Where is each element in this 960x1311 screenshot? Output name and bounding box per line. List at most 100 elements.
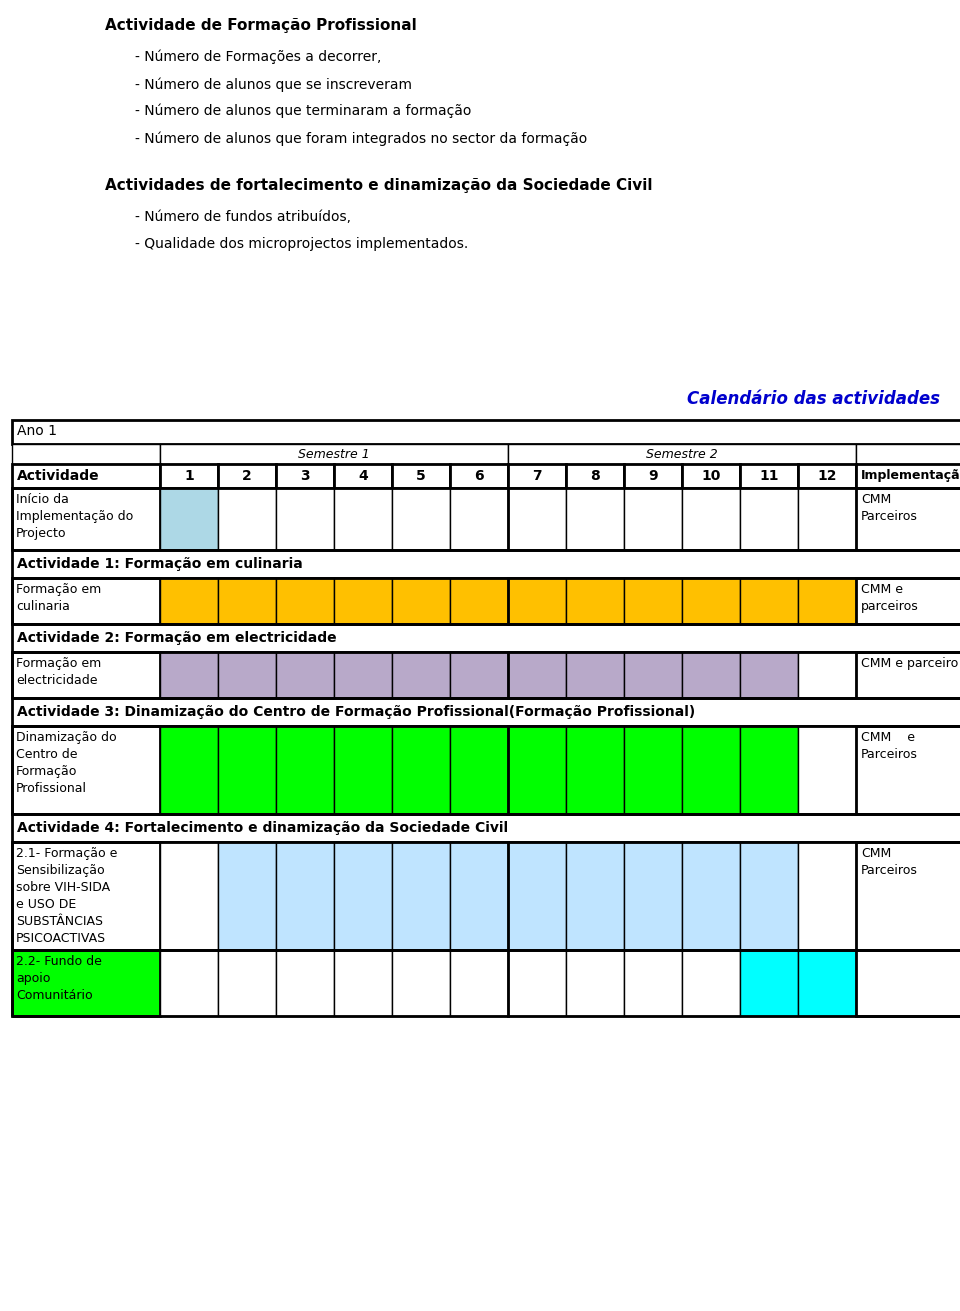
Bar [12, 814, 960, 842]
Text: Semestre 2: Semestre 2 [646, 447, 718, 460]
Text: 2.1- Formação e
Sensibilização
sobre VIH-SIDA
e USO DE
SUBSTÂNCIAS
PSICOACTIVAS: 2.1- Formação e Sensibilização sobre VIH… [16, 847, 117, 945]
Bar [160, 444, 508, 464]
Text: - Número de Formações a decorrer,: - Número de Formações a decorrer, [135, 50, 381, 64]
Text: CMM
Parceiros: CMM Parceiros [861, 493, 918, 523]
Bar [740, 488, 798, 551]
Bar [334, 652, 392, 697]
Text: 2.2- Fundo de
apoio
Comunitário: 2.2- Fundo de apoio Comunitário [16, 954, 102, 1002]
Bar [334, 488, 392, 551]
Bar [12, 842, 160, 950]
Text: - Qualidade dos microprojectos implementados.: - Qualidade dos microprojectos implement… [135, 237, 468, 250]
Bar [12, 726, 160, 814]
Text: Formação em
electricidade: Formação em electricidade [16, 657, 101, 687]
Bar [856, 842, 960, 950]
Bar [856, 488, 960, 551]
Text: 3: 3 [300, 469, 310, 482]
Text: Actividade 1: Formação em culinaria: Actividade 1: Formação em culinaria [17, 557, 302, 572]
Bar [218, 726, 276, 814]
Bar [276, 488, 334, 551]
Bar [450, 652, 508, 697]
Bar [566, 950, 624, 1016]
Text: CMM e parceiro: CMM e parceiro [861, 657, 958, 670]
Text: Ano 1: Ano 1 [17, 423, 57, 438]
Bar [566, 726, 624, 814]
Text: CMM e
parceiros: CMM e parceiros [861, 583, 919, 614]
Bar [160, 842, 218, 950]
Bar [276, 464, 334, 488]
Bar [566, 578, 624, 624]
Text: 11: 11 [759, 469, 779, 482]
Bar [276, 578, 334, 624]
Bar [12, 726, 960, 814]
Bar [508, 652, 566, 697]
Bar [12, 950, 960, 1016]
Bar [160, 488, 218, 551]
Bar [450, 842, 508, 950]
Bar [276, 950, 334, 1016]
Text: - Número de alunos que terminaram a formação: - Número de alunos que terminaram a form… [135, 104, 471, 118]
Bar [392, 464, 450, 488]
Bar [276, 652, 334, 697]
Bar [334, 950, 392, 1016]
Bar [450, 488, 508, 551]
Bar [624, 842, 682, 950]
Bar [12, 488, 160, 551]
Bar [12, 551, 960, 578]
Text: 2: 2 [242, 469, 252, 482]
Text: - Número de fundos atribuídos,: - Número de fundos atribuídos, [135, 210, 351, 224]
Bar [508, 444, 856, 464]
Bar [682, 950, 740, 1016]
Bar [218, 950, 276, 1016]
Bar [508, 488, 566, 551]
Bar [12, 464, 160, 488]
Text: Dinamização do
Centro de
Formação
Profissional: Dinamização do Centro de Formação Profis… [16, 732, 116, 794]
Bar [508, 950, 566, 1016]
Bar [12, 578, 160, 624]
Bar [740, 652, 798, 697]
Bar [798, 578, 856, 624]
Bar [798, 652, 856, 697]
Bar [12, 488, 960, 551]
Bar [160, 652, 218, 697]
Bar [856, 578, 960, 624]
Bar [566, 652, 624, 697]
Text: 12: 12 [817, 469, 837, 482]
Bar [624, 950, 682, 1016]
Bar [392, 488, 450, 551]
Bar [160, 578, 218, 624]
Bar [12, 842, 960, 950]
Text: Actividade 3: Dinamização do Centro de Formação Profissional(Formação Profission: Actividade 3: Dinamização do Centro de F… [17, 705, 695, 718]
Bar [218, 464, 276, 488]
Bar [798, 726, 856, 814]
Text: - Número de alunos que foram integrados no sector da formação: - Número de alunos que foram integrados … [135, 131, 588, 146]
Bar [624, 726, 682, 814]
Text: Início da
Implementação do
Projecto: Início da Implementação do Projecto [16, 493, 133, 540]
Bar [798, 950, 856, 1016]
Bar [12, 578, 960, 624]
Bar [450, 578, 508, 624]
Bar [160, 464, 218, 488]
Text: 7: 7 [532, 469, 541, 482]
Bar [566, 464, 624, 488]
Bar [12, 697, 960, 726]
Bar [856, 950, 960, 1016]
Bar [450, 464, 508, 488]
Bar [856, 464, 960, 488]
Bar [740, 464, 798, 488]
Bar [218, 578, 276, 624]
Text: Actividade de Formação Profissional: Actividade de Formação Profissional [105, 18, 417, 33]
Bar [334, 578, 392, 624]
Text: Formação em
culinaria: Formação em culinaria [16, 583, 101, 614]
Bar [624, 578, 682, 624]
Text: Calendário das actividades: Calendário das actividades [687, 389, 940, 408]
Bar [856, 444, 960, 464]
Bar [682, 726, 740, 814]
Text: CMM    e
Parceiros: CMM e Parceiros [861, 732, 918, 760]
Bar [508, 726, 566, 814]
Text: 5: 5 [416, 469, 426, 482]
Bar [682, 842, 740, 950]
Text: Actividade: Actividade [17, 469, 100, 482]
Bar [12, 950, 160, 1016]
Bar [450, 950, 508, 1016]
Text: 10: 10 [702, 469, 721, 482]
